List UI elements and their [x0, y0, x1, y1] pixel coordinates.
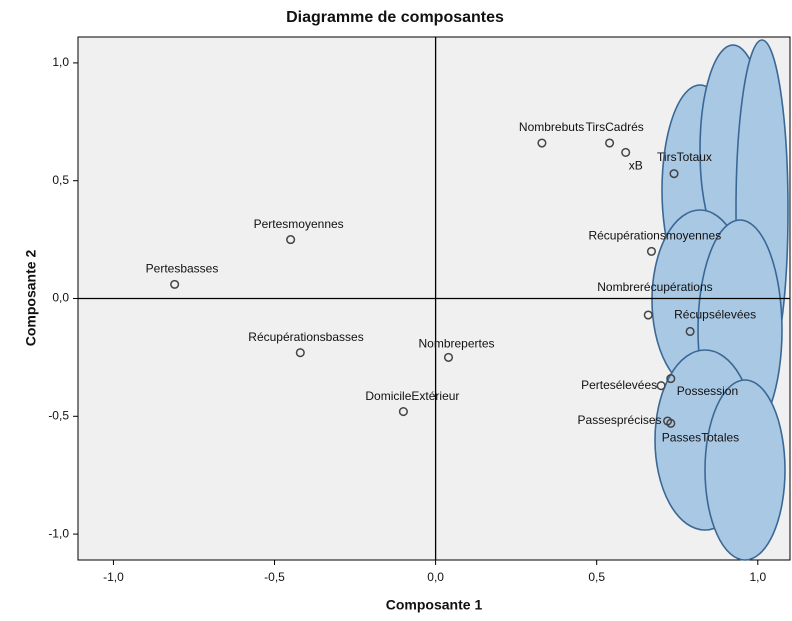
- point-label: Nombrebuts: [519, 120, 584, 134]
- y-tick-label: 0,5: [52, 173, 69, 187]
- x-tick-label: 0,5: [588, 570, 605, 584]
- point-label: DomicileExtérieur: [365, 389, 459, 403]
- chart-title: Diagramme de composantes: [286, 9, 504, 26]
- y-axis-label: Composante 2: [23, 250, 39, 347]
- point-label: Possession: [677, 384, 738, 398]
- point-label: PassesTotales: [662, 431, 739, 445]
- x-tick-label: -1,0: [103, 570, 124, 584]
- x-tick-label: 1,0: [749, 570, 766, 584]
- x-tick-label: 0,0: [427, 570, 444, 584]
- point-label: Nombrepertes: [418, 337, 494, 351]
- cloud-annotation: [652, 40, 788, 560]
- y-tick-label: -0,5: [48, 408, 69, 422]
- point-label: Récupsélevées: [674, 308, 756, 322]
- point-label: Récupérationsmoyennes: [588, 229, 721, 243]
- point-label: Pertesmoyennes: [254, 217, 344, 231]
- point-label: Passesprécises: [578, 413, 662, 427]
- y-tick-label: 1,0: [52, 55, 69, 69]
- point-label: xB: [629, 159, 643, 173]
- point-label: Pertesélevées: [581, 378, 657, 392]
- y-tick-label: 0,0: [52, 291, 69, 305]
- x-tick-label: -0,5: [264, 570, 285, 584]
- y-tick-label: -1,0: [48, 526, 69, 540]
- point-label: Nombrerécupérations: [597, 280, 712, 294]
- point-label: Pertesbasses: [146, 262, 219, 276]
- point-label: TirsCadrés: [586, 120, 644, 134]
- point-label: Récupérationsbasses: [248, 330, 363, 344]
- x-axis-label: Composante 1: [386, 597, 483, 613]
- point-label: TirsTotaux: [657, 150, 712, 164]
- chart: Diagramme de composantes Composante 1 Co…: [0, 0, 792, 616]
